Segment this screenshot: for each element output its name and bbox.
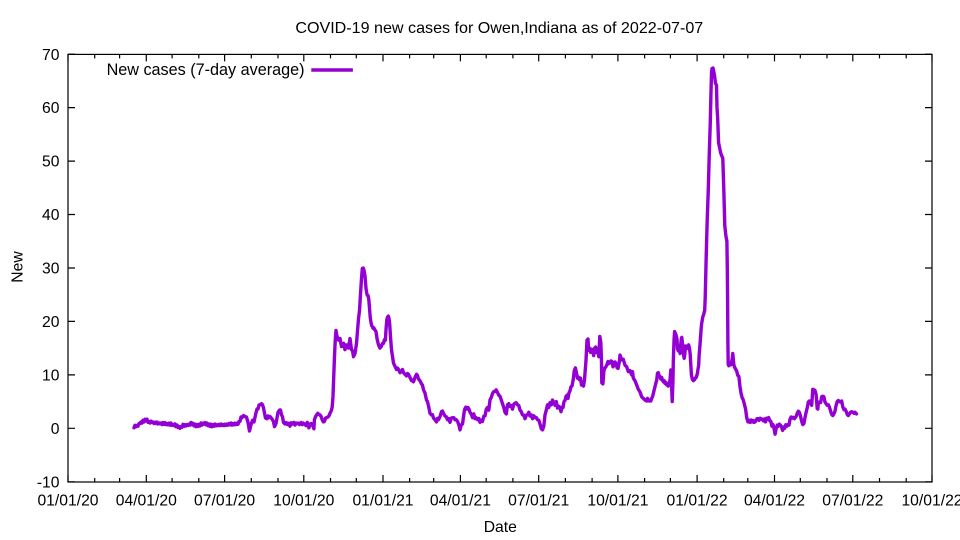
svg-text:04/01/21: 04/01/21	[430, 493, 491, 510]
svg-text:New cases (7-day average): New cases (7-day average)	[107, 61, 305, 79]
svg-text:10: 10	[42, 368, 60, 385]
svg-text:Date: Date	[484, 519, 517, 536]
svg-text:04/01/22: 04/01/22	[744, 493, 805, 510]
svg-text:30: 30	[42, 261, 60, 278]
svg-text:0: 0	[51, 421, 60, 438]
svg-text:-10: -10	[37, 474, 60, 491]
svg-text:40: 40	[42, 207, 60, 224]
svg-text:70: 70	[42, 47, 60, 64]
svg-text:01/01/22: 01/01/22	[667, 493, 728, 510]
svg-text:60: 60	[42, 100, 60, 117]
svg-text:01/01/21: 01/01/21	[352, 493, 413, 510]
svg-text:10/01/20: 10/01/20	[273, 493, 334, 510]
svg-text:20: 20	[42, 314, 60, 331]
svg-text:10/01/22: 10/01/22	[901, 493, 960, 510]
svg-text:New: New	[10, 251, 27, 283]
svg-text:07/01/22: 07/01/22	[822, 493, 883, 510]
svg-text:10/01/21: 10/01/21	[587, 493, 648, 510]
svg-text:04/01/20: 04/01/20	[116, 493, 177, 510]
svg-text:07/01/20: 07/01/20	[194, 493, 255, 510]
svg-text:07/01/21: 07/01/21	[508, 493, 569, 510]
svg-text:01/01/20: 01/01/20	[37, 493, 98, 510]
svg-text:50: 50	[42, 154, 60, 171]
svg-text:COVID-19 new cases for Owen,In: COVID-19 new cases for Owen,Indiana as o…	[295, 19, 703, 37]
